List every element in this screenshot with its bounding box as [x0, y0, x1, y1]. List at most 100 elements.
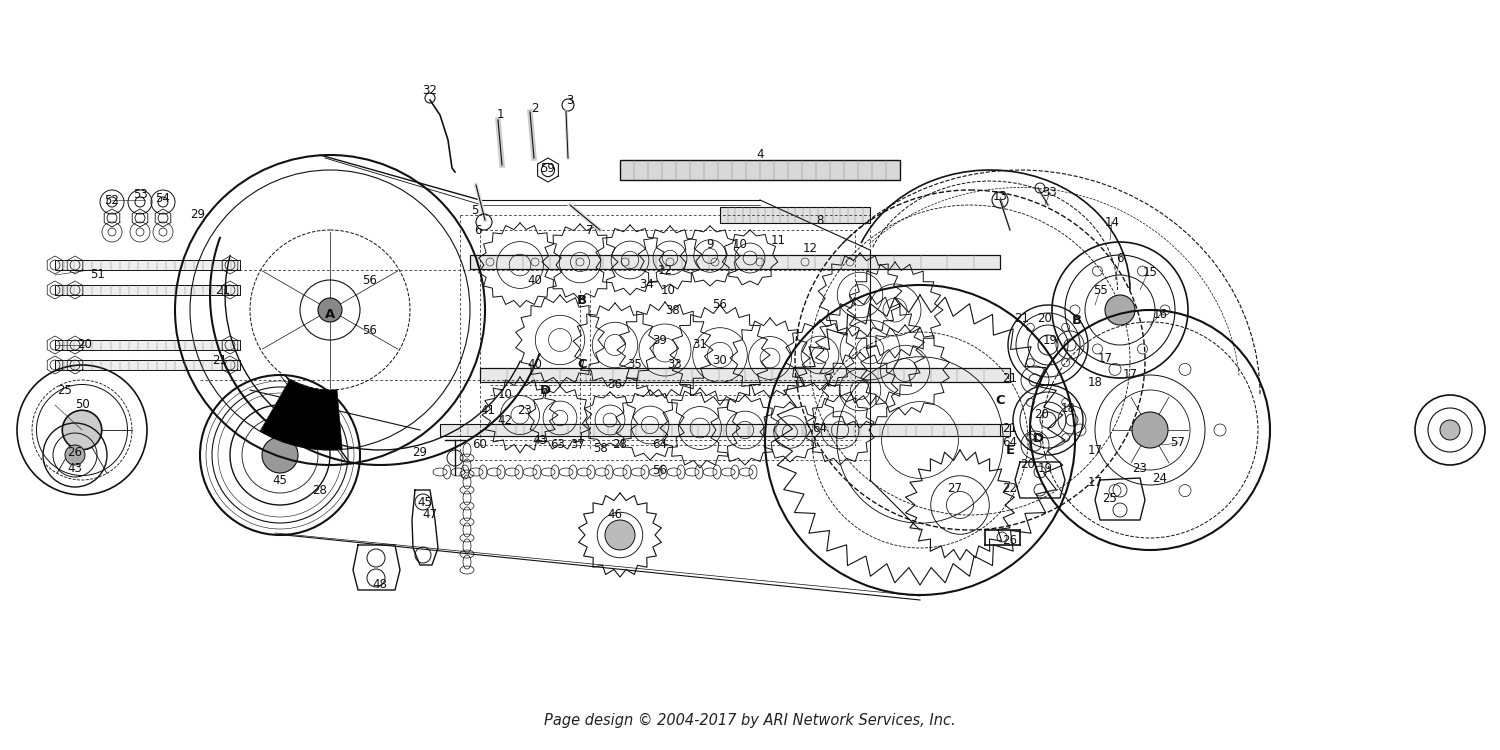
Text: 20: 20 [1038, 311, 1053, 325]
Text: 25: 25 [1102, 491, 1118, 505]
Circle shape [64, 445, 86, 465]
Text: 28: 28 [312, 484, 327, 496]
Text: 3: 3 [567, 94, 573, 106]
Text: 10: 10 [660, 284, 675, 296]
Text: 21: 21 [1002, 371, 1017, 385]
Text: 26: 26 [1002, 533, 1017, 547]
Text: D: D [540, 383, 550, 397]
Text: 56: 56 [363, 274, 378, 286]
Text: 18: 18 [1060, 401, 1076, 415]
Polygon shape [490, 424, 1010, 436]
Text: 30: 30 [712, 353, 728, 367]
Text: 20: 20 [1020, 458, 1035, 472]
Text: 40: 40 [528, 358, 543, 371]
Text: 33: 33 [668, 358, 682, 371]
Text: 26: 26 [68, 446, 82, 460]
Text: 59: 59 [540, 161, 555, 175]
Text: 60: 60 [472, 439, 488, 452]
Text: D: D [1032, 431, 1044, 445]
Wedge shape [260, 380, 342, 450]
Text: 18: 18 [1088, 376, 1102, 388]
Text: 19: 19 [1042, 334, 1058, 346]
Text: 17: 17 [1098, 352, 1113, 364]
Text: 53: 53 [132, 188, 147, 202]
Text: 15: 15 [1143, 266, 1158, 278]
Polygon shape [480, 368, 1010, 382]
Text: 47: 47 [423, 509, 438, 521]
Text: 46: 46 [608, 509, 622, 521]
Text: 17: 17 [1088, 443, 1102, 457]
Text: 33: 33 [1042, 185, 1058, 199]
Text: 52: 52 [105, 194, 120, 206]
Text: 25: 25 [57, 383, 72, 397]
Text: B: B [578, 293, 586, 307]
Text: Page design © 2004-2017 by ARI Network Services, Inc.: Page design © 2004-2017 by ARI Network S… [544, 712, 956, 728]
Circle shape [1132, 412, 1168, 448]
Text: 2: 2 [531, 101, 538, 115]
Text: 56: 56 [652, 464, 668, 476]
Circle shape [318, 298, 342, 322]
Text: 21: 21 [1014, 311, 1029, 325]
Text: 24: 24 [1152, 472, 1167, 484]
Text: 27: 27 [948, 482, 963, 494]
Text: 63: 63 [550, 439, 566, 452]
Text: 16: 16 [1152, 308, 1167, 322]
Text: E: E [1005, 443, 1014, 457]
Polygon shape [440, 424, 1001, 436]
Text: 17: 17 [1088, 476, 1102, 488]
Text: 29: 29 [190, 209, 206, 221]
Text: 50: 50 [75, 398, 90, 412]
Text: 32: 32 [423, 83, 438, 97]
Text: 48: 48 [372, 578, 387, 592]
Text: 64: 64 [813, 422, 828, 434]
Text: 56: 56 [363, 323, 378, 337]
Text: 20: 20 [78, 338, 93, 352]
Text: 31: 31 [693, 338, 708, 352]
Text: 6: 6 [474, 224, 482, 236]
Circle shape [63, 410, 102, 449]
Text: 58: 58 [592, 442, 608, 454]
Text: 20: 20 [1035, 409, 1050, 422]
Text: 21: 21 [213, 353, 228, 367]
Text: 43: 43 [532, 433, 548, 446]
Text: 45: 45 [417, 496, 432, 509]
Text: B: B [1072, 314, 1082, 326]
Text: 23: 23 [1132, 461, 1148, 475]
Text: 6: 6 [1116, 251, 1124, 265]
Text: 21: 21 [1002, 422, 1017, 434]
Text: 43: 43 [68, 461, 82, 475]
Polygon shape [470, 255, 1000, 269]
Polygon shape [720, 207, 870, 223]
Text: 64: 64 [652, 439, 668, 452]
Polygon shape [56, 360, 240, 370]
Text: 42: 42 [498, 413, 513, 427]
Text: 10: 10 [732, 238, 747, 251]
Text: 39: 39 [652, 334, 668, 346]
Text: 4: 4 [756, 148, 764, 161]
Text: 36: 36 [608, 379, 622, 392]
Text: 17: 17 [1122, 368, 1137, 382]
Text: 28: 28 [612, 439, 627, 452]
Text: 56: 56 [712, 298, 728, 311]
Text: C: C [994, 394, 1005, 406]
Text: 8: 8 [816, 214, 824, 226]
Text: 19: 19 [1038, 461, 1053, 475]
Polygon shape [56, 340, 240, 350]
Text: 64: 64 [1002, 436, 1017, 448]
Circle shape [262, 437, 298, 473]
Circle shape [1106, 295, 1136, 325]
Text: 12: 12 [802, 242, 818, 254]
Text: 40: 40 [528, 274, 543, 286]
Text: 7: 7 [586, 224, 594, 236]
Text: 22: 22 [1002, 482, 1017, 494]
Polygon shape [620, 160, 900, 180]
Polygon shape [56, 260, 240, 270]
Text: 14: 14 [1104, 215, 1119, 229]
Text: 13: 13 [993, 190, 1008, 203]
Text: 29: 29 [413, 446, 428, 458]
Text: 9: 9 [706, 238, 714, 251]
Text: 37: 37 [570, 439, 585, 452]
Text: 21: 21 [216, 284, 231, 296]
Text: 51: 51 [90, 268, 105, 281]
Text: 41: 41 [480, 404, 495, 416]
